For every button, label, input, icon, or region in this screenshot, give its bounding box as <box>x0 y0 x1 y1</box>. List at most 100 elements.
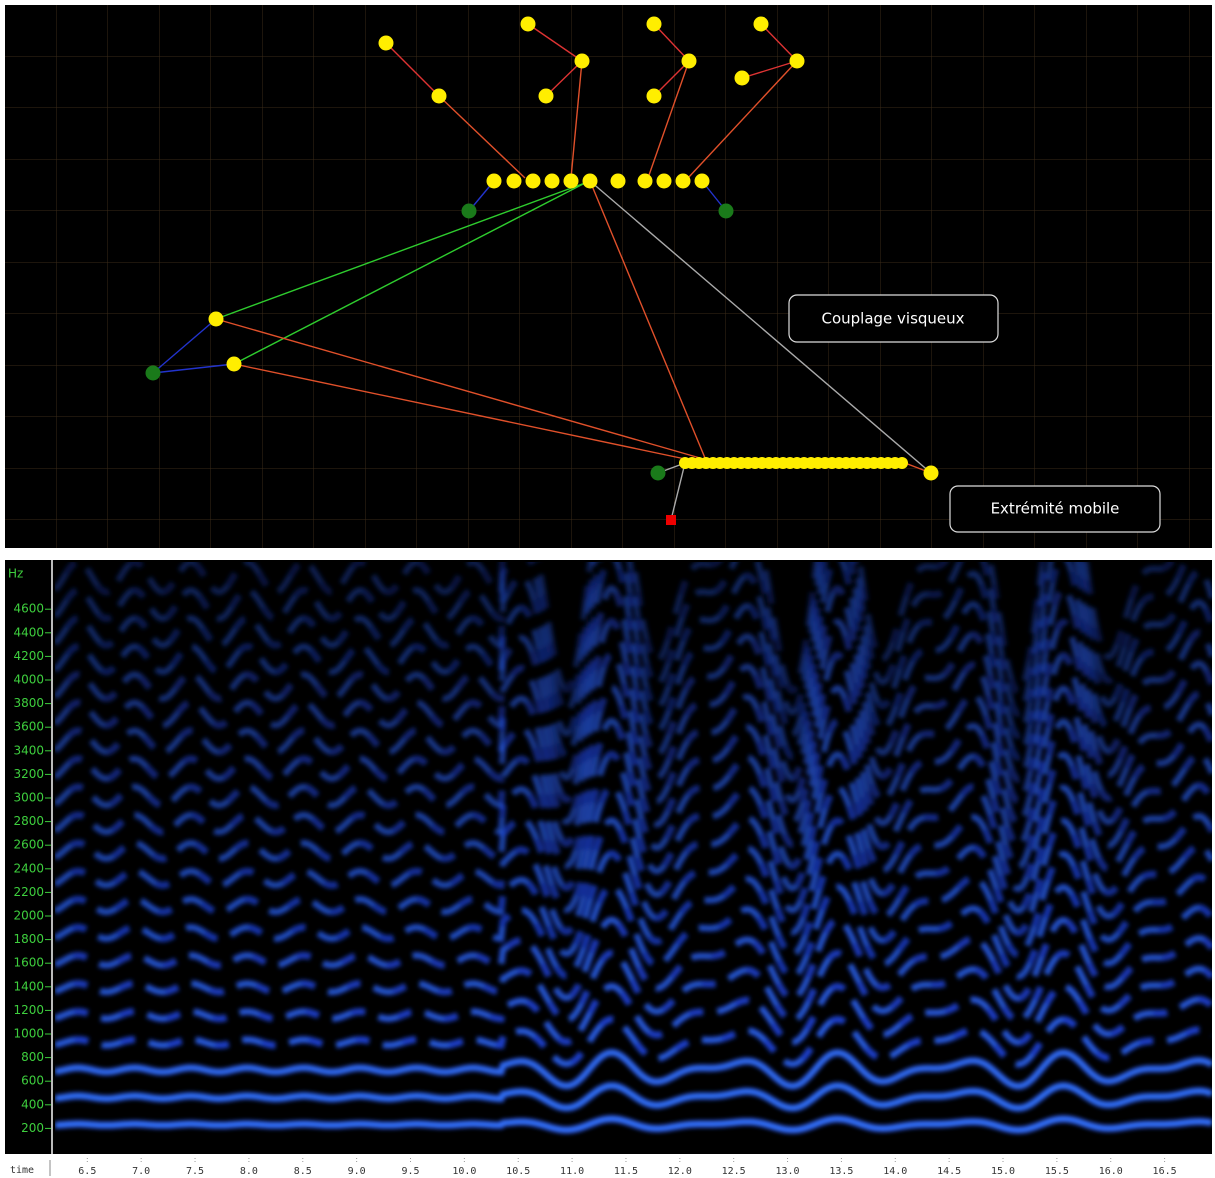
network <box>145 16 939 525</box>
harmonic-core <box>55 587 1212 781</box>
axes: 200 400 600 800 1000 1200 1400 1600 1800 2000 2200… <box>13 602 1176 1177</box>
y-tick-label: 4200 <box>13 649 44 663</box>
label: Extrémité mobile <box>991 500 1120 518</box>
node <box>525 173 541 189</box>
y-axis-label: Hz <box>8 567 23 581</box>
node <box>681 53 697 69</box>
harmonic-core <box>55 653 1212 825</box>
y-tick-label: 3400 <box>13 743 44 757</box>
node <box>646 88 662 104</box>
x-tick-label: 16.0 <box>1099 1166 1123 1177</box>
edge <box>760 23 798 62</box>
y-tick-label: 2600 <box>13 838 44 852</box>
harmonic-core <box>55 952 1212 1022</box>
node <box>896 457 908 469</box>
edge <box>152 318 217 374</box>
node <box>520 16 536 32</box>
y-tick-label: 3800 <box>13 696 44 710</box>
x-tick-label: 10.0 <box>452 1166 476 1177</box>
harmonic-core <box>55 1018 1212 1066</box>
harmonic-core <box>55 686 1212 847</box>
y-tick-label: 200 <box>21 1121 44 1135</box>
harmonic-core <box>55 1117 1212 1132</box>
edge <box>670 462 686 521</box>
x-tick-label: 6.5 <box>78 1166 96 1177</box>
harmonic-core <box>55 918 1212 1000</box>
node <box>753 16 769 32</box>
edge <box>687 60 798 179</box>
edge <box>233 363 691 461</box>
fixed-node <box>650 465 666 481</box>
node <box>694 173 710 189</box>
y-tick-label: 1200 <box>13 1003 44 1017</box>
y-tick-label: 1800 <box>13 932 44 946</box>
y-tick-label: 4000 <box>13 673 44 687</box>
edge <box>653 60 690 97</box>
anchor <box>666 515 676 525</box>
node <box>675 173 691 189</box>
y-tick-label: 1400 <box>13 979 44 993</box>
x-tick-label: 9.5 <box>401 1166 419 1177</box>
x-tick-label: 12.0 <box>668 1166 692 1177</box>
node <box>506 173 522 189</box>
edge <box>589 180 932 474</box>
x-tick-label: 10.5 <box>506 1166 530 1177</box>
label-box <box>949 485 1161 533</box>
label-box <box>788 294 999 343</box>
x-tick-label: 11.5 <box>614 1166 638 1177</box>
node <box>378 35 394 51</box>
node <box>226 356 242 372</box>
x-tick-label: 12.5 <box>722 1166 746 1177</box>
y-tick-label: 1000 <box>13 1027 44 1041</box>
label: Couplage visqueux <box>821 310 964 328</box>
x-tick-label: 8.5 <box>294 1166 312 1177</box>
x-tick-label: 8.0 <box>240 1166 258 1177</box>
node <box>923 465 939 481</box>
node <box>734 70 750 86</box>
x-tick-label: 15.5 <box>1045 1166 1069 1177</box>
node <box>544 173 560 189</box>
y-tick-label: 4600 <box>13 602 44 616</box>
harmonic-core <box>55 1051 1212 1088</box>
harmonic-core <box>55 562 1173 693</box>
harmonic <box>55 717 1212 871</box>
node <box>646 16 662 32</box>
node <box>208 311 224 327</box>
node <box>431 88 447 104</box>
harmonic-core <box>55 786 1212 912</box>
harmonic-core <box>55 753 1212 890</box>
fixed-node <box>718 203 734 219</box>
x-tick-label: 14.0 <box>883 1166 907 1177</box>
node <box>789 53 805 69</box>
edge <box>570 60 583 179</box>
node <box>563 173 579 189</box>
spectrogram <box>55 562 1212 1134</box>
edge <box>527 23 583 62</box>
edge <box>741 60 798 79</box>
y-tick-label: 2800 <box>13 814 44 828</box>
y-tick-label: 3600 <box>13 720 44 734</box>
edge <box>589 180 706 459</box>
node <box>637 173 653 189</box>
node <box>574 53 590 69</box>
fixed-node <box>461 203 477 219</box>
x-tick-label: 14.5 <box>937 1166 961 1177</box>
edge <box>438 95 526 179</box>
y-tick-label: 2000 <box>13 909 44 923</box>
fixed-node <box>145 365 161 381</box>
y-tick-label: 400 <box>21 1097 44 1111</box>
harmonic <box>55 562 1212 740</box>
y-tick-label: 4400 <box>13 625 44 639</box>
x-tick-label: 16.5 <box>1153 1166 1177 1177</box>
y-tick-label: 2400 <box>13 861 44 875</box>
y-tick-label: 3200 <box>13 767 44 781</box>
y-tick-label: 2200 <box>13 885 44 899</box>
x-tick-label: 9.0 <box>348 1166 366 1177</box>
harmonic-core <box>55 819 1212 934</box>
edge <box>215 182 586 320</box>
edge <box>385 42 440 97</box>
edge <box>152 363 235 374</box>
node <box>538 88 554 104</box>
edge <box>215 318 701 459</box>
